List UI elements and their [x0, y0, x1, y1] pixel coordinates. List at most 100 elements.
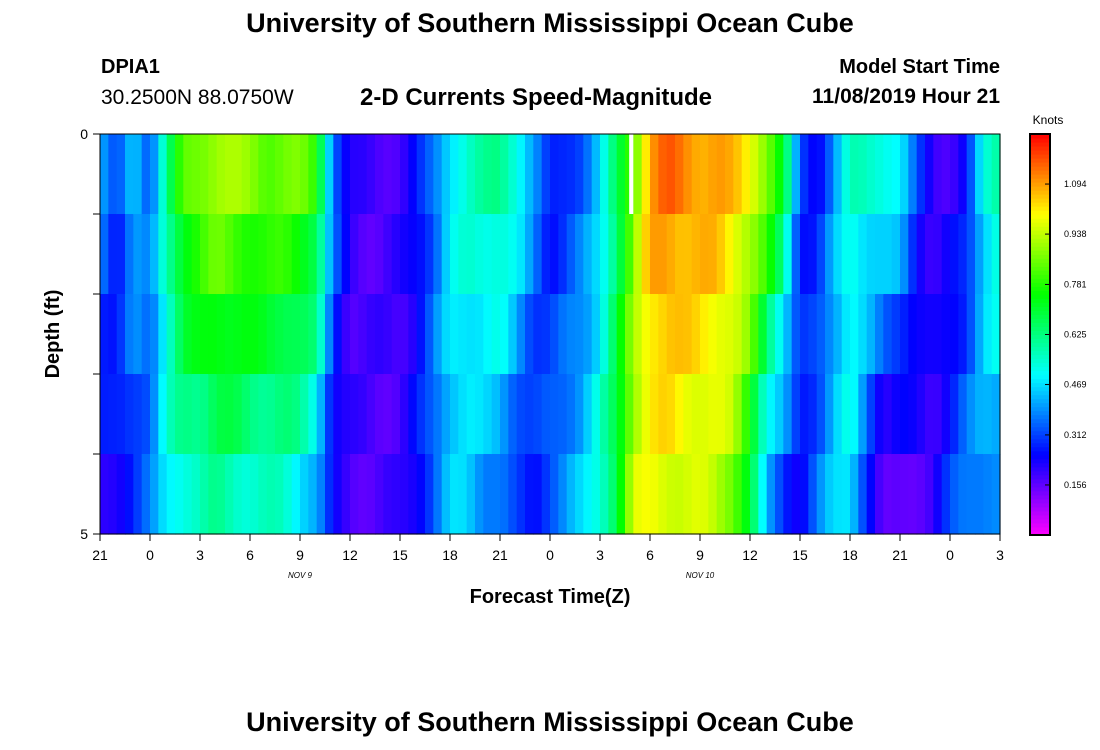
heatmap-cell [425, 294, 434, 375]
heatmap-cell [675, 294, 684, 375]
heatmap-cell [325, 374, 334, 455]
heatmap-cell [216, 134, 226, 215]
heatmap-cell [791, 294, 801, 375]
heatmap-cell [725, 374, 734, 455]
heatmap-cell [666, 134, 676, 215]
heatmap-cell [166, 454, 176, 535]
heatmap-cell [500, 374, 509, 455]
heatmap-cell [850, 454, 859, 535]
colorbar-segment [1030, 258, 1050, 263]
colorbar-segment [1030, 178, 1050, 183]
heatmap-cell [116, 214, 126, 295]
heatmap-cell [575, 134, 584, 215]
heatmap-cell [441, 214, 451, 295]
heatmap-cell [783, 134, 793, 215]
heatmap-cell [400, 454, 409, 535]
heatmap-cell [400, 214, 409, 295]
heatmap-cell [891, 374, 901, 455]
heatmap-cell [350, 294, 359, 375]
colorbar-segment [1030, 394, 1050, 400]
heatmap-cell [341, 214, 351, 295]
heatmap-cell [800, 294, 809, 375]
heatmap-cell [416, 214, 426, 295]
colorbar-segment [1030, 238, 1050, 243]
x-tick-label: 21 [492, 547, 508, 563]
heatmap-cell [458, 454, 468, 535]
colorbar-segment [1030, 162, 1050, 167]
heatmap-cell [975, 374, 984, 455]
heatmap-cell [408, 294, 418, 375]
heatmap-cell [933, 454, 943, 535]
heatmap-cell [708, 294, 718, 375]
heatmap-cell [308, 374, 318, 455]
heatmap-cell [866, 134, 876, 215]
heatmap-cell [633, 374, 643, 455]
colorbar-segment [1030, 254, 1050, 259]
heatmap-cell [516, 294, 526, 375]
heatmap-cell [258, 454, 268, 535]
heatmap-cell [266, 454, 276, 535]
colorbar-segment [1030, 434, 1050, 440]
heatmap-cell [491, 294, 501, 375]
heatmap-cell [966, 134, 976, 215]
colorbar-segment [1030, 298, 1050, 303]
heatmap-cell [816, 214, 826, 295]
heatmap-cell [766, 134, 776, 215]
heatmap-cell [766, 374, 776, 455]
colorbar-segment [1030, 498, 1050, 504]
heatmap-cell [458, 374, 468, 455]
heatmap-cell [508, 214, 518, 295]
colorbar-segment [1030, 474, 1050, 480]
heatmap-cell [875, 294, 884, 375]
heatmap-cell [933, 374, 943, 455]
heatmap-cell [450, 454, 459, 535]
heatmap-cell [450, 294, 459, 375]
colorbar-segment [1030, 330, 1050, 335]
heatmap-cell [291, 134, 301, 215]
colorbar-segment [1030, 350, 1050, 356]
heatmap-cell [133, 134, 143, 215]
heatmap-cell [433, 214, 443, 295]
heatmap-cell [491, 454, 501, 535]
colorbar-segment [1030, 154, 1050, 159]
heatmap-cell [283, 214, 293, 295]
heatmap-cell [100, 214, 109, 295]
heatmap-cell [700, 294, 709, 375]
colorbar-segment [1030, 278, 1050, 283]
heatmap-cell [475, 374, 484, 455]
heatmap-cell [208, 294, 218, 375]
heatmap-cell [675, 214, 684, 295]
heatmap-cell [383, 454, 393, 535]
heatmap-cell [275, 374, 284, 455]
heatmap-cell [941, 374, 951, 455]
colorbar-tick-label: 0.156 [1064, 480, 1087, 490]
heatmap-cell [375, 214, 384, 295]
heatmap-cell [666, 374, 676, 455]
heatmap-cell [433, 374, 443, 455]
heatmap-cell [916, 214, 926, 295]
heatmap-cell [775, 294, 784, 375]
heatmap-cell [958, 454, 968, 535]
heatmap-cell [166, 294, 176, 375]
heatmap-cell [858, 294, 868, 375]
heatmap-cell [458, 214, 468, 295]
heatmap-cell [316, 294, 326, 375]
heatmap-cell [341, 294, 351, 375]
heatmap-cell [750, 454, 759, 535]
heatmap-cell [716, 214, 726, 295]
heatmap-cell [133, 294, 143, 375]
heatmap-cell [591, 294, 601, 375]
heatmap-cell [483, 454, 493, 535]
heatmap-cell [258, 374, 268, 455]
colorbar-segment [1030, 454, 1050, 460]
heatmap-cell [366, 294, 376, 375]
heatmap-cell [675, 134, 684, 215]
heatmap-cell [641, 294, 651, 375]
heatmap-cell [508, 374, 518, 455]
heatmap-cell [550, 374, 559, 455]
colorbar-segment [1030, 390, 1050, 396]
colorbar-segment [1030, 202, 1050, 207]
colorbar-segment [1030, 518, 1050, 524]
heatmap-cell [466, 294, 476, 375]
heatmap-cell [141, 294, 151, 375]
